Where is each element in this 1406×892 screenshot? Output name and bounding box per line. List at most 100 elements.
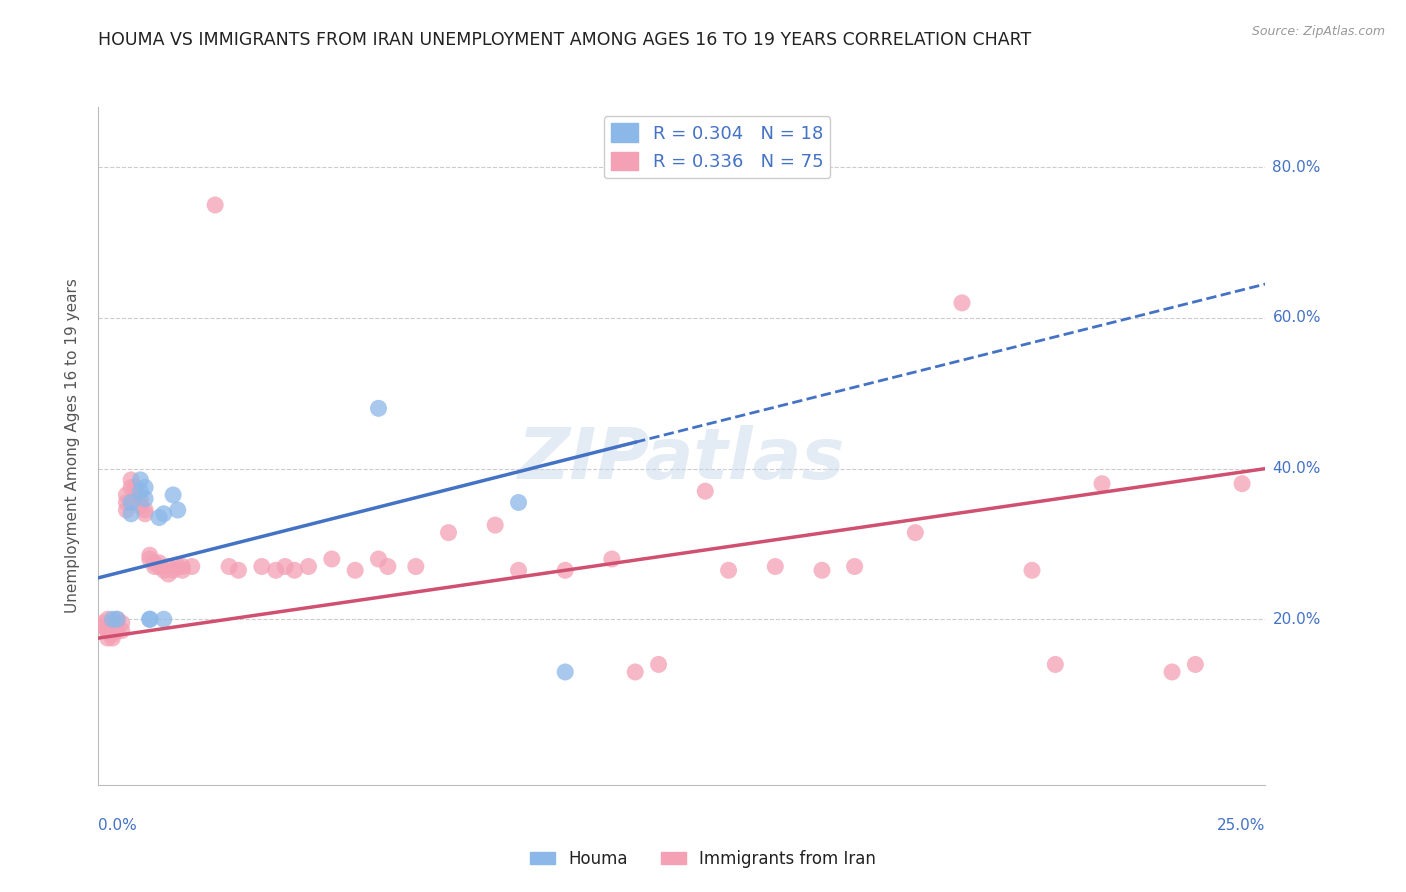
Point: [166, 559, 188, 574]
Text: HOUMA VS IMMIGRANTS FROM IRAN UNEMPLOYMENT AMONG AGES 16 TO 19 YEARS CORRELATION: HOUMA VS IMMIGRANTS FROM IRAN UNEMPLOYME…: [98, 31, 1032, 49]
Point: [129, 500, 152, 514]
Point: [134, 503, 156, 517]
Point: [367, 552, 389, 566]
Point: [162, 563, 184, 577]
Point: [97, 624, 120, 638]
Point: [367, 401, 389, 416]
Point: [120, 507, 142, 521]
Point: [139, 612, 162, 626]
Point: [129, 473, 152, 487]
Point: [97, 624, 120, 638]
Point: [162, 488, 184, 502]
Point: [166, 503, 188, 517]
Point: [321, 552, 343, 566]
Point: [218, 559, 240, 574]
Point: [554, 665, 576, 679]
Point: [101, 631, 124, 645]
Point: [134, 491, 156, 506]
Point: [148, 510, 170, 524]
Point: [1045, 657, 1067, 672]
Point: [717, 563, 740, 577]
Point: [172, 563, 194, 577]
Point: [120, 480, 142, 494]
Point: [105, 615, 128, 630]
Point: [115, 503, 138, 517]
Point: [139, 612, 162, 626]
Point: [129, 491, 152, 506]
Point: [111, 615, 134, 630]
Point: [405, 559, 427, 574]
Text: 20.0%: 20.0%: [1272, 612, 1320, 627]
Point: [115, 495, 138, 509]
Point: [264, 563, 287, 577]
Point: [125, 484, 148, 499]
Point: [377, 559, 399, 574]
Point: [101, 615, 124, 630]
Point: [134, 480, 156, 494]
Point: [844, 559, 866, 574]
Point: [297, 559, 319, 574]
Point: [129, 484, 152, 499]
Point: [120, 495, 142, 509]
Text: ZIPatlas: ZIPatlas: [519, 425, 845, 494]
Point: [1230, 476, 1253, 491]
Point: [508, 563, 530, 577]
Point: [763, 559, 786, 574]
Point: [97, 612, 120, 626]
Point: [344, 563, 367, 577]
Point: [139, 548, 162, 562]
Point: [180, 559, 202, 574]
Point: [97, 631, 120, 645]
Legend: R = 0.304   N = 18, R = 0.336   N = 75: R = 0.304 N = 18, R = 0.336 N = 75: [603, 116, 831, 178]
Point: [139, 552, 162, 566]
Point: [250, 559, 273, 574]
Point: [904, 525, 927, 540]
Point: [134, 507, 156, 521]
Point: [274, 559, 297, 574]
Point: [1091, 476, 1114, 491]
Point: [437, 525, 460, 540]
Point: [105, 612, 128, 626]
Point: [148, 559, 170, 574]
Point: [115, 488, 138, 502]
Text: 60.0%: 60.0%: [1272, 310, 1320, 326]
Point: [811, 563, 834, 577]
Text: 0.0%: 0.0%: [98, 818, 138, 832]
Text: 25.0%: 25.0%: [1218, 818, 1265, 832]
Text: 40.0%: 40.0%: [1272, 461, 1320, 476]
Point: [1021, 563, 1043, 577]
Point: [101, 620, 124, 634]
Point: [91, 620, 114, 634]
Point: [624, 665, 647, 679]
Point: [204, 198, 226, 212]
Point: [101, 612, 124, 626]
Y-axis label: Unemployment Among Ages 16 to 19 years: Unemployment Among Ages 16 to 19 years: [65, 278, 80, 614]
Point: [600, 552, 623, 566]
Point: [695, 484, 717, 499]
Point: [484, 518, 506, 533]
Point: [101, 627, 124, 641]
Point: [283, 563, 305, 577]
Point: [148, 556, 170, 570]
Point: [157, 559, 180, 574]
Point: [105, 624, 128, 638]
Point: [228, 563, 250, 577]
Text: 80.0%: 80.0%: [1272, 160, 1320, 175]
Text: Source: ZipAtlas.com: Source: ZipAtlas.com: [1251, 25, 1385, 38]
Point: [111, 624, 134, 638]
Point: [120, 473, 142, 487]
Point: [152, 563, 174, 577]
Point: [125, 480, 148, 494]
Point: [1161, 665, 1184, 679]
Point: [152, 612, 174, 626]
Point: [105, 612, 128, 626]
Point: [143, 556, 166, 570]
Legend: Houma, Immigrants from Iran: Houma, Immigrants from Iran: [523, 844, 883, 875]
Point: [1184, 657, 1206, 672]
Point: [157, 567, 180, 582]
Point: [950, 296, 973, 310]
Point: [172, 559, 194, 574]
Point: [143, 559, 166, 574]
Point: [508, 495, 530, 509]
Point: [152, 507, 174, 521]
